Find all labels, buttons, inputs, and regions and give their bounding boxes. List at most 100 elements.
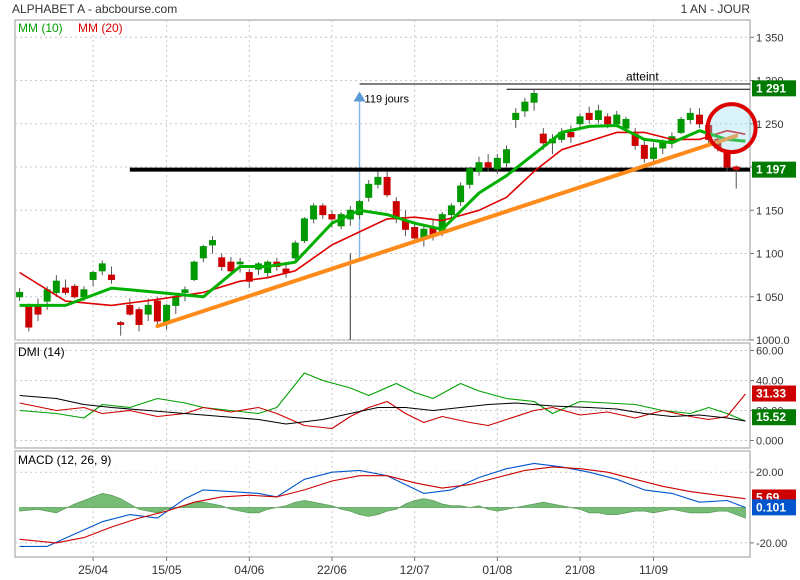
candle-body bbox=[539, 133, 547, 144]
dmi-value-tag-bg bbox=[752, 385, 796, 402]
candle-body bbox=[245, 272, 253, 282]
candle-body bbox=[457, 185, 465, 203]
y-tick-label: 1 250 bbox=[756, 119, 784, 131]
candle-body bbox=[172, 296, 180, 306]
candle-body bbox=[613, 114, 621, 125]
candle-body bbox=[604, 116, 612, 125]
candle-body bbox=[650, 147, 658, 159]
candle-body bbox=[530, 93, 538, 103]
candle-body bbox=[126, 304, 134, 315]
y-tick-label: 40.00 bbox=[756, 376, 784, 388]
candle-body bbox=[25, 306, 33, 328]
candle-body bbox=[300, 218, 308, 242]
candle-body bbox=[365, 183, 373, 198]
candle-body bbox=[576, 116, 584, 125]
chart-period: 1 AN - JOUR bbox=[681, 2, 751, 16]
candle-body bbox=[383, 176, 391, 196]
candle-body bbox=[236, 261, 244, 265]
y-tick-label: 60.00 bbox=[756, 346, 784, 358]
candle-body bbox=[135, 309, 143, 325]
y-tick-label: 20.00 bbox=[756, 467, 784, 479]
candle-body bbox=[71, 285, 79, 298]
x-axis: 25/04 15/05 04/06 22/06 12/07 01/08 21/08 11/09 bbox=[78, 557, 668, 577]
candle-body bbox=[447, 205, 455, 216]
y-tick-label: 1 100 bbox=[756, 249, 784, 261]
candle-body bbox=[62, 287, 70, 293]
x-tick-label: 12/07 bbox=[400, 563, 430, 577]
x-tick-label: 04/06 bbox=[234, 563, 264, 577]
candle-body bbox=[503, 149, 511, 164]
candle-body bbox=[484, 162, 492, 168]
mm10-line bbox=[19, 124, 746, 307]
candle-body bbox=[493, 157, 501, 170]
candle-body bbox=[153, 300, 161, 322]
dmi-value-tag: 31.33 bbox=[756, 387, 786, 401]
macd-histogram bbox=[19, 492, 746, 519]
y-tick-label: 0.000 bbox=[756, 436, 784, 448]
macd-value-tag-bg bbox=[752, 499, 796, 516]
x-tick-label: 22/06 bbox=[317, 563, 347, 577]
y-tick-label: 1000.0 bbox=[756, 335, 790, 347]
chart-title: ALPHABET A - abcbourse.com bbox=[12, 2, 177, 16]
dmi-series bbox=[19, 372, 746, 422]
candle-body bbox=[567, 131, 575, 138]
candle-body bbox=[89, 272, 97, 280]
price-tag: 1 197 bbox=[756, 163, 786, 177]
candle-body bbox=[677, 118, 685, 133]
candle-body bbox=[475, 162, 483, 172]
candle-body bbox=[411, 227, 419, 239]
candle-body bbox=[732, 166, 740, 171]
legend-entry: MM (10) bbox=[18, 21, 63, 35]
price-tag-bg bbox=[752, 161, 796, 178]
candle-body bbox=[512, 112, 520, 120]
candle-body bbox=[695, 114, 703, 125]
y-tick-label: -20.00 bbox=[756, 538, 787, 550]
candle-body bbox=[594, 110, 602, 120]
candle-body bbox=[80, 289, 88, 298]
dmi-value-tag-bg bbox=[752, 409, 796, 426]
candle-body bbox=[659, 142, 667, 149]
dmi-series bbox=[19, 394, 746, 425]
x-tick-label: 25/04 bbox=[78, 563, 108, 577]
dmi-title: DMI (14) bbox=[18, 345, 65, 359]
candle-body bbox=[107, 274, 115, 280]
measure-arrow-head bbox=[353, 91, 366, 102]
price-tag: 1 291 bbox=[756, 81, 786, 95]
x-tick-label: 11/09 bbox=[639, 563, 668, 577]
candle-body bbox=[181, 289, 189, 293]
candle-body bbox=[16, 291, 24, 298]
panel-frame bbox=[14, 450, 751, 558]
annotation-atteint: atteint bbox=[626, 70, 659, 84]
x-tick-label: 01/08 bbox=[482, 563, 512, 577]
candle-body bbox=[117, 322, 125, 325]
candle-body bbox=[466, 168, 474, 185]
highlight-circle bbox=[705, 102, 758, 155]
trendline bbox=[155, 133, 739, 329]
dmi-value-tag: 15.52 bbox=[756, 410, 786, 424]
candle-body bbox=[209, 240, 217, 246]
y-tick-label: 1 350 bbox=[756, 32, 784, 44]
candle-body bbox=[163, 304, 171, 324]
legend-entry: MM (20) bbox=[78, 21, 123, 35]
macd-value-tag: 0.101 bbox=[756, 500, 786, 514]
candle-body bbox=[144, 304, 152, 315]
candle-body bbox=[622, 118, 630, 129]
candle-body bbox=[356, 201, 364, 216]
candle-body bbox=[218, 257, 226, 267]
x-tick-label: 21/08 bbox=[565, 563, 595, 577]
candle-body bbox=[319, 205, 327, 216]
panel-frame bbox=[14, 342, 751, 449]
candle-body bbox=[199, 246, 207, 259]
candle-body bbox=[291, 242, 299, 259]
candle-body bbox=[585, 112, 593, 120]
price-tag-bg bbox=[752, 80, 796, 97]
candle-body bbox=[374, 176, 382, 185]
candle-body bbox=[52, 280, 60, 293]
mm20-line bbox=[19, 129, 746, 307]
candle-body bbox=[310, 205, 318, 220]
candle-body bbox=[640, 144, 648, 159]
